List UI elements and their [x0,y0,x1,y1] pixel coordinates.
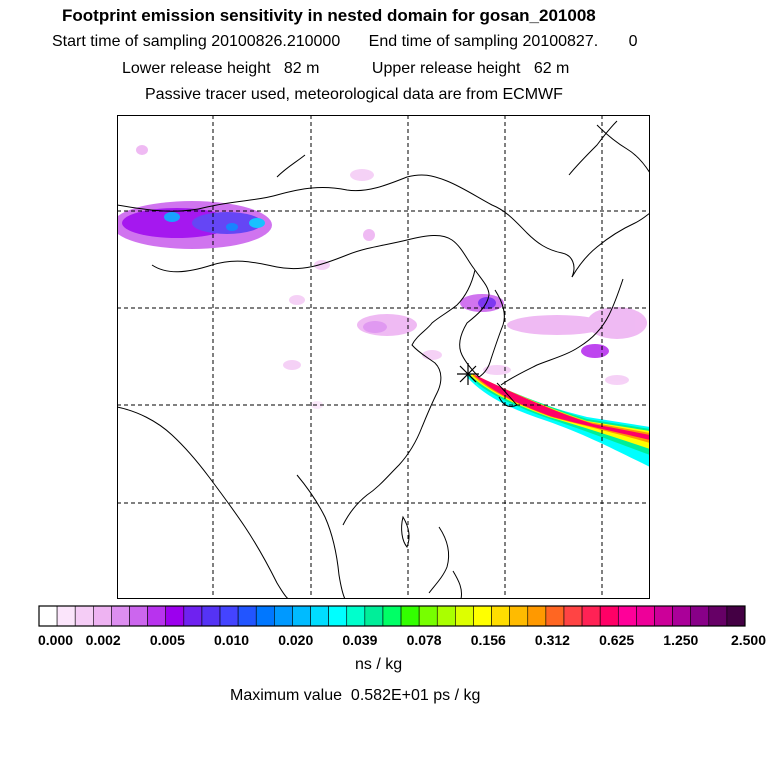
colorbar-swatch [599,605,619,627]
colorbar-swatch [111,605,130,627]
colorbar-swatch [581,605,601,627]
colorbar-swatch [400,605,420,627]
colorbar-frame [38,605,746,627]
colorbar-swatch [255,605,275,627]
colorbar-tick-label: 0.000 [38,632,73,648]
colorbar-swatch [274,605,293,627]
colorbar-swatch [364,605,384,627]
colorbar-swatch [690,605,710,627]
sampling-times: Start time of sampling 20100826.210000 E… [52,33,638,51]
colorbar-swatch [708,605,728,627]
colorbar-swatch [473,605,492,627]
colorbar: 0.000 0.002 0.005 0.010 0.020 0.039 0.078 0.156… [38,605,766,648]
end-time-value: 20100827. [522,33,599,50]
colorbar-swatch [545,605,565,627]
colorbar-swatch [563,605,583,627]
lower-release-label: Lower release height [122,60,271,77]
colorbar-swatch [346,605,366,627]
start-time-label: Start time of sampling [52,33,207,50]
lat-lon-grid [117,115,650,599]
colorbar-swatch [328,605,348,627]
colorbar-swatch [310,605,329,627]
colorbar-swatch [726,605,746,627]
colorbar-tick-label: 0.010 [214,632,249,648]
colorbar-swatch [527,605,547,627]
colorbar-tick-label: 2.500 [731,632,766,648]
colorbar-unit: ns / kg [355,656,403,673]
end-time-label: End time of sampling [368,33,519,50]
colorbar-tick-label: 0.312 [535,632,570,648]
colorbar-tick-label: 0.078 [407,632,442,648]
colorbar-swatch [491,605,510,627]
colorbar-swatch [418,605,438,627]
sensitivity-patches [117,145,647,409]
colorbar-tick-label: 0.039 [342,632,377,648]
end-time-suffix: 0 [628,33,638,50]
colorbar-swatch [219,605,239,627]
colorbar-swatch [74,605,94,627]
colorbar-swatch [237,605,257,627]
footprint-map [117,115,650,599]
colorbar-swatch [93,605,112,627]
colorbar-swatch [147,605,167,627]
colorbar-swatch [56,605,76,627]
lower-release-value: 82 m [283,60,320,77]
colorbar-swatch [617,605,637,627]
colorbar-swatch [455,605,474,627]
colorbar-swatch [129,605,148,627]
emission-plume [467,373,650,467]
colorbar-tick-label: 0.005 [150,632,185,648]
colorbar-swatch [509,605,529,627]
colorbar-swatch [38,605,58,627]
coastlines [117,120,650,599]
colorbar-tick-label: 0.156 [471,632,506,648]
colorbar-tick-label: 1.250 [663,632,698,648]
upper-release-label: Upper release height [371,60,521,77]
colorbar-swatch [672,605,691,627]
colorbar-tick-label: 0.002 [86,632,121,648]
start-time-value: 20100826.210000 [211,33,341,50]
tracer-note: Passive tracer used, meteorological data… [145,86,563,103]
release-heights: Lower release height 82 m Upper release … [122,60,569,78]
colorbar-tick-label: 0.020 [278,632,313,648]
colorbar-swatch [183,605,203,627]
upper-release-value: 62 m [533,60,570,77]
colorbar-labels: 0.000 0.002 0.005 0.010 0.020 0.039 0.078 0.156… [38,632,766,648]
colorbar-tick-label: 0.625 [599,632,634,648]
asterisk-receptor-icon [457,363,479,385]
maximum-value-number: 0.582E+01 ps / kg [350,687,481,704]
colorbar-swatch [436,605,456,627]
maximum-value: Maximum value 0.582E+01 ps / kg [230,687,480,705]
maximum-value-label: Maximum value [230,687,343,704]
colorbar-swatch [201,605,221,627]
colorbar-swatch [654,605,673,627]
map-title: Footprint emission sensitivity in nested… [62,6,596,25]
map-frame [117,115,650,599]
colorbar-swatch [165,605,185,627]
colorbar-boxes [38,605,746,627]
colorbar-swatch [382,605,402,627]
colorbar-swatch [292,605,311,627]
colorbar-swatch [636,605,655,627]
